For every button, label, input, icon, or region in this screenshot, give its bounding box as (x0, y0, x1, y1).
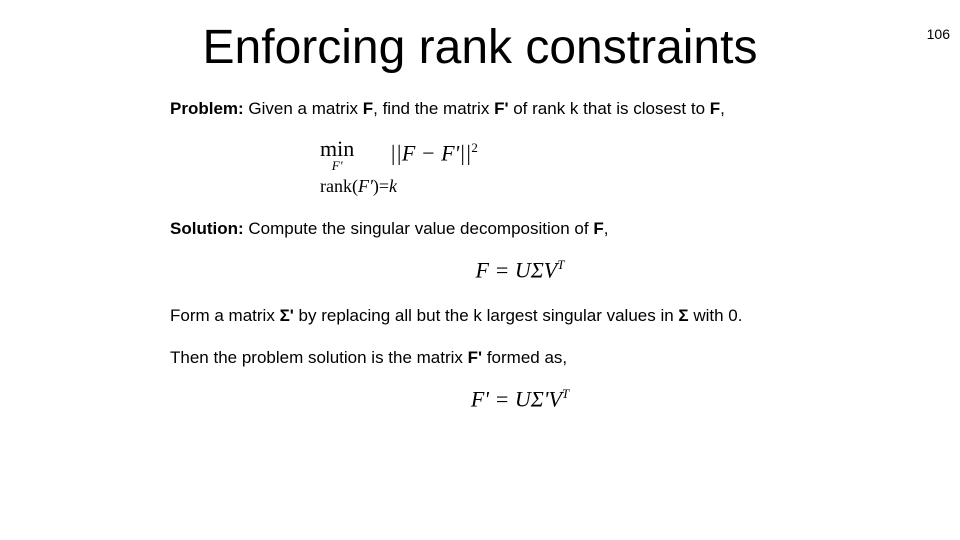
form-text-1: Form a matrix (170, 306, 280, 325)
solution-line: Solution: Compute the singular value dec… (170, 219, 870, 239)
min-subscript: F' (320, 159, 354, 173)
matrix-Fprime-1: F' (494, 99, 508, 118)
sigma-prime: Σ' (280, 306, 294, 325)
problem-text-3: of rank k that is closest to (509, 99, 710, 118)
svd-formula: F = UΣVT (170, 257, 870, 283)
optimization-formula: min F' ||F − F'||2 rank(F')=k (320, 137, 870, 197)
form-text-3: with 0. (689, 306, 743, 325)
result-transpose: T (562, 386, 569, 401)
problem-text-2: , find the matrix (373, 99, 494, 118)
rank-lhs: rank( (320, 176, 358, 196)
page-number: 106 (927, 26, 950, 42)
form-text-2: by replacing all but the k largest singu… (294, 306, 679, 325)
problem-text-1: Given a matrix (244, 99, 363, 118)
then-text-2: formed as, (482, 348, 567, 367)
rank-k: k (389, 176, 397, 196)
result-formula: F' = UΣ'VT (170, 386, 870, 412)
rank-constraint: rank(F')=k (320, 177, 870, 197)
svd-body: F = UΣV (476, 258, 558, 283)
sigma: Σ (678, 306, 688, 325)
problem-label: Problem: (170, 99, 244, 118)
norm-expression: ||F − F'||2 (390, 137, 478, 166)
rank-Fprime: F' (358, 176, 373, 196)
slide: 106 Enforcing rank constraints Problem: … (0, 20, 960, 540)
then-line: Then the problem solution is the matrix … (170, 348, 870, 368)
result-body: F' = UΣ'V (471, 386, 562, 411)
solution-label: Solution: (170, 219, 244, 238)
rank-rhs: )= (373, 176, 389, 196)
norm-body: ||F − F'|| (390, 140, 472, 165)
min-operator: min F' (320, 137, 354, 173)
problem-comma: , (720, 99, 725, 118)
form-line: Form a matrix Σ' by replacing all but th… (170, 306, 870, 326)
matrix-Fprime-2: F' (468, 348, 482, 367)
solution-text: Compute the singular value decomposition… (244, 219, 594, 238)
matrix-F-2: F (710, 99, 720, 118)
problem-line: Problem: Given a matrix F, find the matr… (170, 99, 870, 119)
matrix-F-3: F (593, 219, 603, 238)
norm-squared: 2 (471, 140, 478, 155)
solution-comma: , (604, 219, 609, 238)
slide-title: Enforcing rank constraints (0, 20, 960, 75)
matrix-F-1: F (363, 99, 373, 118)
slide-body: Problem: Given a matrix F, find the matr… (170, 99, 870, 412)
then-text-1: Then the problem solution is the matrix (170, 348, 468, 367)
svd-transpose: T (557, 257, 564, 272)
